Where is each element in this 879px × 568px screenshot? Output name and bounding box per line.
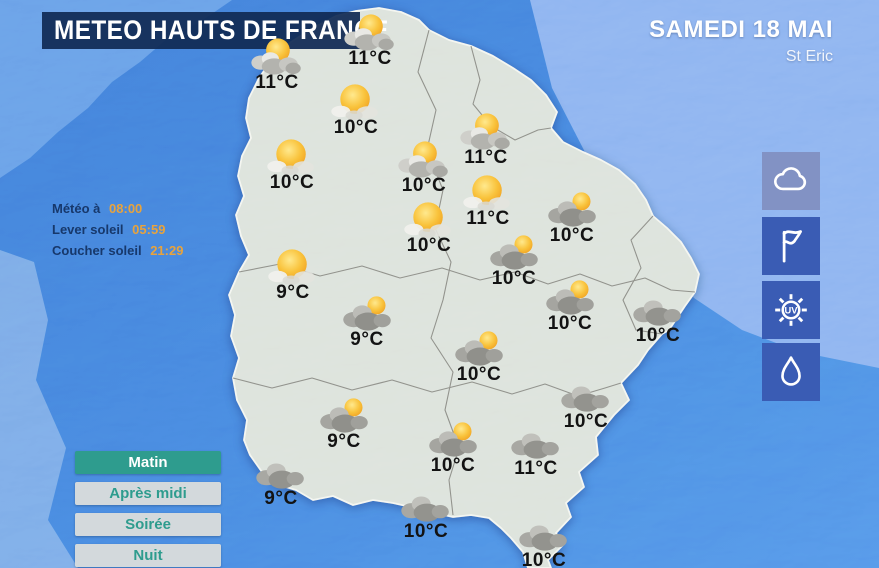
page-title: METEO HAUTS DE FRANCE xyxy=(54,15,389,45)
info-value: 08:00 xyxy=(109,201,143,216)
sun-info-panel: Météo à 08:00 Lever soleil 05:59 Coucher… xyxy=(52,198,183,261)
date-display: SAMEDI 18 MAI St Eric xyxy=(649,16,833,66)
clouds-layer-button[interactable] xyxy=(762,152,820,210)
time-of-day-button[interactable]: Soirée xyxy=(75,513,221,536)
info-value: 05:59 xyxy=(132,222,166,237)
time-button-label: Matin xyxy=(128,454,168,471)
saint-of-day-label: St Eric xyxy=(785,48,833,65)
date-label: SAMEDI 18 MAI xyxy=(649,16,833,43)
droplet-icon xyxy=(781,356,801,386)
cloud-icon xyxy=(774,167,807,191)
info-value: 21:29 xyxy=(150,243,184,258)
flag-icon xyxy=(782,230,802,263)
wind-layer-button[interactable] xyxy=(762,217,820,275)
rain-layer-button[interactable] xyxy=(762,343,820,401)
sun-info-row: Lever soleil 05:59 xyxy=(52,219,183,240)
time-button-label: Soirée xyxy=(125,516,171,533)
time-of-day-panel: Matin Après midi Soirée Nuit xyxy=(75,451,221,568)
time-of-day-button[interactable]: Matin xyxy=(75,451,221,474)
info-label: Lever soleil xyxy=(52,222,124,237)
title-banner: METEO HAUTS DE FRANCE xyxy=(42,12,388,49)
time-button-label: Nuit xyxy=(133,547,163,564)
uv-index-layer-button[interactable]: UV xyxy=(762,281,820,339)
uv-sun-icon: UV xyxy=(775,294,807,326)
time-button-label: Après midi xyxy=(109,485,187,502)
sun-info-row: Météo à 08:00 xyxy=(52,198,183,219)
time-of-day-button[interactable]: Nuit xyxy=(75,544,221,567)
time-of-day-button[interactable]: Après midi xyxy=(75,482,221,505)
uv-label: UV xyxy=(785,306,799,316)
sun-info-row: Coucher soleil 21:29 xyxy=(52,240,183,261)
info-label: Météo à xyxy=(52,201,101,216)
info-label: Coucher soleil xyxy=(52,243,142,258)
